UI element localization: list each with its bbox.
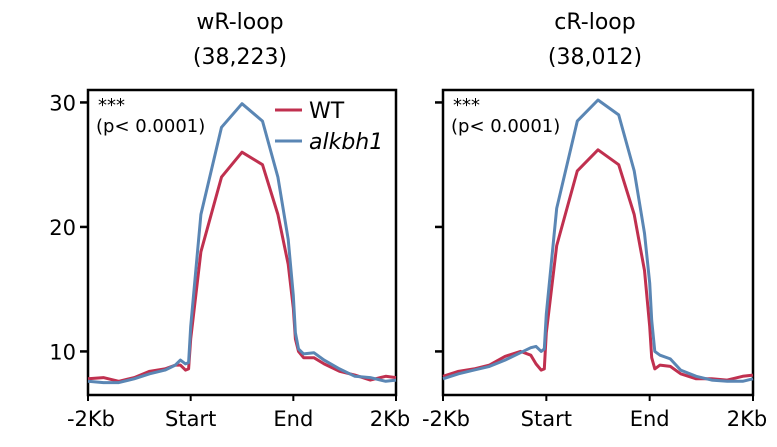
panel-subtitle: (38,223): [193, 45, 287, 70]
panel-title: cR-loop: [554, 10, 635, 35]
x-tick-label: Start: [165, 407, 216, 431]
x-tick-label: 2Kb: [370, 407, 410, 431]
significance-stars: ***: [98, 95, 125, 116]
panel-subtitle: (38,012): [548, 45, 642, 70]
x-tick-label: End: [630, 407, 670, 431]
p-value-annotation: (p< 0.0001): [451, 116, 560, 137]
y-tick-label: 20: [49, 216, 76, 240]
x-tick-label: End: [273, 407, 313, 431]
y-tick-label: 30: [49, 91, 76, 115]
series-line-wt: [87, 150, 397, 383]
legend: WT alkbh1: [275, 99, 383, 155]
x-tick-label: -2Kb: [67, 407, 115, 431]
x-tick-label: Start: [521, 407, 572, 431]
significance-stars: ***: [453, 95, 480, 116]
series-line-alkbh1: [442, 98, 754, 383]
series-line-wt: [442, 148, 754, 382]
x-tick-label: 2Kb: [727, 407, 767, 431]
y-tick-label: 10: [49, 340, 76, 364]
series-line-alkbh1: [87, 102, 397, 385]
panel-cr-loop: cR-loop (38,012) *** (p< 0.0001) -2Kb Sta…: [422, 10, 767, 431]
panel-wr-loop: wR-loop (38,223) *** (p< 0.0001) WT alkb…: [49, 10, 410, 431]
plot-frame: [86, 88, 398, 397]
legend-label-wt: WT: [309, 99, 345, 124]
panel-title: wR-loop: [196, 10, 283, 35]
p-value-annotation: (p< 0.0001): [96, 116, 205, 137]
legend-label-alkbh1: alkbh1: [309, 130, 383, 155]
x-tick-label: -2Kb: [422, 407, 470, 431]
plot-frame: [441, 88, 755, 397]
